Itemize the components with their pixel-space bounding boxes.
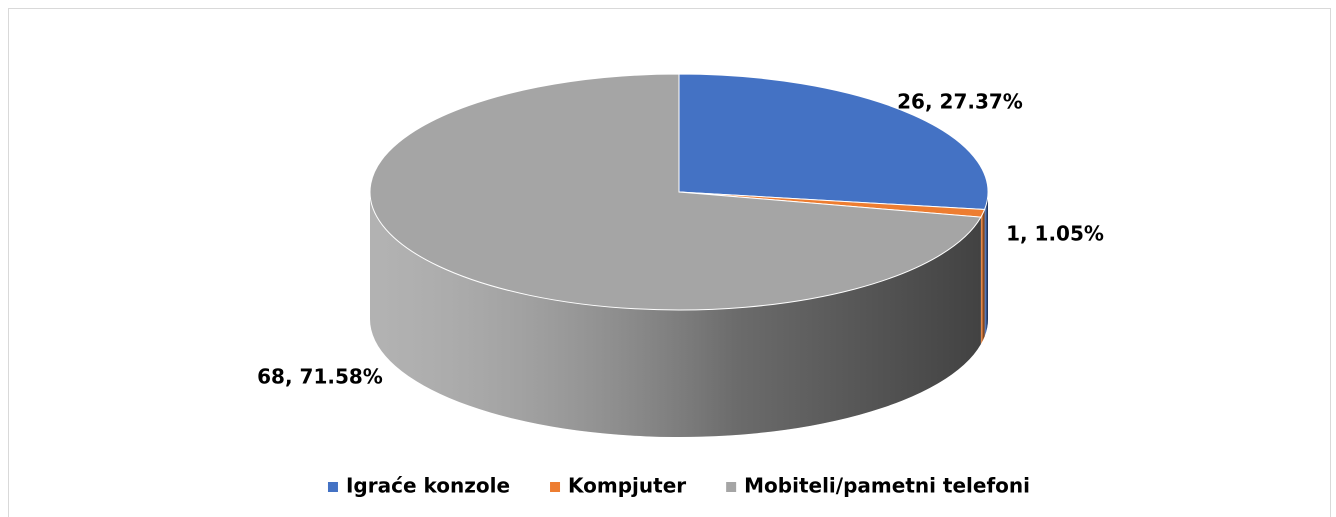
data-label: 68, 71.58%	[257, 365, 383, 389]
legend-label: Igraće konzole	[346, 474, 510, 498]
slice-side-shade	[984, 192, 988, 337]
slice	[369, 73, 982, 311]
legend-label: Mobiteli/pametni telefoni	[744, 474, 1030, 498]
legend-label: Kompjuter	[568, 474, 686, 498]
slice-side-shade	[980, 209, 985, 345]
data-label: 1, 1.05%	[1006, 222, 1104, 246]
slice	[678, 73, 989, 211]
legend-swatch	[726, 482, 737, 492]
data-label: 26, 27.37%	[897, 90, 1023, 114]
slice-side-shade	[370, 192, 981, 437]
legend-swatch	[550, 482, 561, 492]
legend-swatch	[327, 482, 338, 492]
